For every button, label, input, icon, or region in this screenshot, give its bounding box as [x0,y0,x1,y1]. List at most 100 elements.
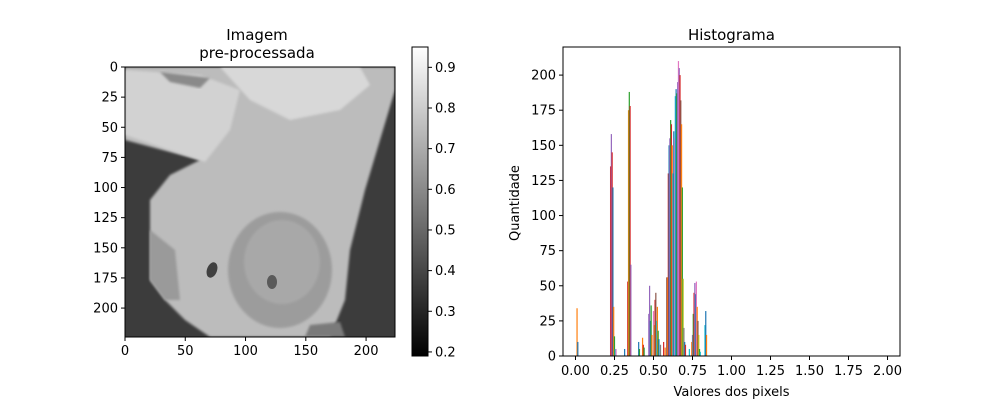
histogram-bar [655,292,657,356]
image-x-tick-label: 150 [293,344,318,359]
histogram-bar [699,351,701,356]
histogram-bar [666,277,669,356]
colorbar-tick-label: 0.7 [435,142,456,157]
histogram-bar [648,285,651,356]
histogram-y-tick-label: 125 [531,174,556,189]
colorbar-tick-label: 0.3 [435,305,456,320]
histogram-y-tick-label: 25 [539,314,556,329]
histogram-ylabel: Quantidade [508,165,523,241]
histogram-bar [648,313,650,356]
histogram-bar [683,327,685,356]
histogram-bar [688,348,690,356]
colorbar-tick-label: 0.9 [435,61,456,76]
histogram-bar [677,82,679,356]
image-panel: Imagem pre-processada 0 50 100 150 200 [93,26,396,359]
image-x-axis: 0 50 100 150 200 [121,337,379,359]
histogram-bar [682,278,684,356]
histogram-bar [667,173,669,356]
histogram-bar [684,344,687,356]
image-x-tick-label: 200 [354,344,379,359]
histogram-bar [668,145,670,356]
image-y-tick-label: 75 [101,151,118,166]
histogram-bar [651,334,653,356]
image-y-tick-label: 175 [93,271,118,286]
histogram-bar [613,306,615,356]
histogram-bar [654,299,656,356]
image-x-tick-label: 0 [121,344,129,359]
image-y-tick-label: 100 [93,181,118,196]
histogram-bar [663,341,665,356]
histogram-bar [642,344,644,356]
histogram-bar [698,348,701,356]
histogram-bar [658,339,660,356]
histogram-bar [691,341,693,356]
histogram-bar [673,138,676,356]
histogram-bar [695,294,697,356]
histogram-bar [698,334,700,356]
histogram-bar [627,110,630,356]
histogram-bar [669,138,671,356]
histogram-bar [656,306,658,356]
image-x-tick-label: 100 [233,344,258,359]
colorbar-tick-label: 0.6 [435,183,456,198]
histogram-bar [680,100,682,356]
histogram-bar [627,281,629,356]
histogram-y-tick-label: 0 [548,350,556,365]
colorbar-ticks: 0.2 0.3 0.4 0.5 0.6 0.7 0.8 0.9 [428,61,456,360]
histogram-y-tick-label: 50 [539,279,556,294]
histogram-bar [666,277,668,356]
histogram-y-tick-label: 100 [531,209,556,224]
histogram-y-tick-label: 150 [531,139,556,154]
histogram-y-tick-label: 75 [539,244,556,259]
histogram-bar [704,325,706,356]
image-x-tick-label: 50 [177,344,194,359]
histogram-bar [696,306,698,356]
histogram-bar [675,89,677,357]
histogram-bar [656,320,658,356]
histogram-bar [630,264,632,356]
histogram-bar [674,96,676,356]
histogram-x-tick-label: 0.25 [600,364,629,379]
histogram-x-tick-label: 1.00 [717,364,746,379]
histogram-panel: Histograma 0.00 0.25 0.50 0.75 1.00 1.25 1.50 1… [508,26,902,400]
thermal-image [125,67,395,337]
histogram-y-tick-label: 200 [531,69,556,84]
histogram-x-tick-label: 0.50 [639,364,668,379]
histogram-y-tick-label: 175 [531,104,556,119]
histogram-bar [576,308,578,356]
histogram-bar [691,334,694,356]
histogram-bar [612,187,614,356]
histogram-bar [613,336,616,356]
histogram-x-tick-label: 2.00 [873,364,902,379]
histogram-bar [659,344,662,356]
histogram-bar [670,124,673,356]
image-y-axis: 0 25 50 75 100 125 150 175 200 [93,61,125,317]
histogram-bar [577,341,579,356]
colorbar: 0.2 0.3 0.4 0.5 0.6 0.7 0.8 0.9 [411,46,456,360]
histogram-bar [681,187,683,356]
histogram-bar [638,341,640,356]
histogram-bar [611,152,613,356]
histogram-bar [671,145,673,356]
histogram-bar [628,91,630,356]
colorbar-tick-label: 0.8 [435,101,456,116]
histogram-bar [672,173,674,356]
colorbar-tick-label: 0.2 [435,345,456,360]
histogram-xlabel: Valores dos pixels [673,385,789,400]
histogram-bar [653,325,655,356]
histogram-bar [649,320,651,356]
histogram-bar [624,348,626,356]
colorbar-tick-label: 0.4 [435,264,456,279]
histogram-y-axis: 0 25 50 75 100 125 150 175 200 [531,69,563,365]
histogram-bar [614,348,616,356]
histogram-bar [641,337,644,356]
histogram-bar [679,75,681,356]
image-y-tick-label: 125 [93,211,118,226]
image-y-tick-label: 150 [93,241,118,256]
histogram-bar [609,166,612,356]
colorbar-tick-label: 0.5 [435,223,456,238]
histogram-bar [694,282,696,356]
image-y-tick-label: 200 [93,302,118,317]
histogram-bar [693,292,695,356]
